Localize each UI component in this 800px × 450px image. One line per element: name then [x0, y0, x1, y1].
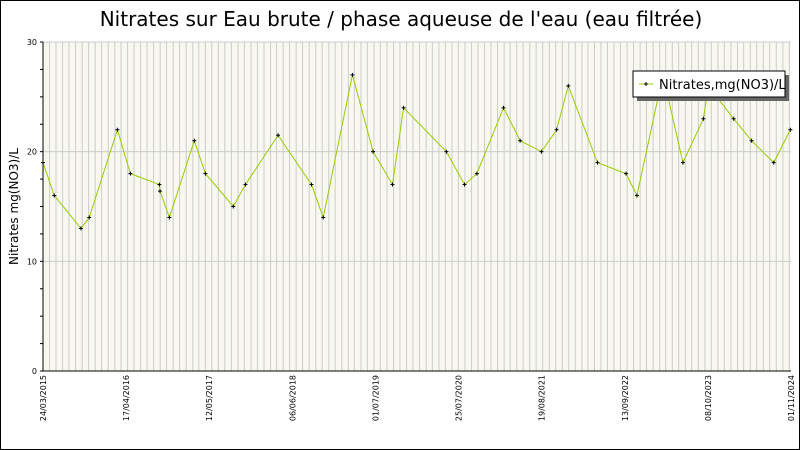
- data-point: [87, 215, 92, 220]
- data-point: [701, 116, 706, 121]
- data-point: [731, 116, 736, 121]
- y-tick-label: 30: [27, 38, 37, 47]
- chart-title: Nitrates sur Eau brute / phase aqueuse d…: [99, 7, 703, 31]
- data-point: [371, 149, 376, 154]
- data-point: [788, 127, 793, 132]
- data-point: [321, 215, 326, 220]
- x-tick-label: 01/11/2024: [787, 375, 796, 421]
- data-point: [554, 127, 559, 132]
- data-point: [350, 72, 355, 77]
- x-tick-label: 01/07/2019: [371, 375, 380, 421]
- data-point: [192, 138, 197, 143]
- legend-box: [632, 70, 786, 98]
- y-axis-label: Nitrates mg(NO3)/L: [7, 148, 21, 265]
- data-point: [595, 160, 600, 165]
- x-tick-label: 25/07/2020: [455, 375, 464, 421]
- x-tick-label: 12/05/2017: [205, 375, 214, 421]
- y-tick-label: 10: [27, 257, 37, 266]
- data-point: [634, 193, 639, 198]
- data-point: [501, 105, 506, 110]
- data-point: [749, 138, 754, 143]
- x-tick-label: 06/06/2018: [288, 375, 297, 421]
- y-tick-label: 0: [32, 367, 37, 376]
- x-tick-label: 24/03/2015: [39, 375, 48, 421]
- data-point: [157, 182, 162, 187]
- data-point: [157, 189, 162, 194]
- data-point: [771, 160, 776, 165]
- data-point: [462, 182, 467, 187]
- legend-label: Nitrates,mg(NO3)/L: [659, 78, 786, 93]
- data-point: [52, 193, 57, 198]
- data-point: [78, 226, 83, 231]
- data-point: [243, 182, 248, 187]
- x-tick-label: 19/08/2021: [538, 375, 547, 421]
- data-point: [474, 171, 479, 176]
- y-tick-label: 20: [27, 148, 37, 157]
- x-tick-label: 08/10/2023: [704, 375, 713, 421]
- data-point: [41, 160, 45, 165]
- x-tick-label: 13/09/2022: [621, 375, 630, 421]
- data-point: [566, 83, 571, 88]
- data-point: [624, 171, 629, 176]
- data-point: [276, 133, 281, 138]
- legend: Nitrates,mg(NO3)/L: [632, 70, 789, 101]
- data-point: [231, 204, 236, 209]
- data-point: [680, 160, 685, 165]
- data-point: [518, 138, 523, 143]
- data-point: [167, 215, 172, 220]
- data-point: [203, 171, 208, 176]
- data-point: [128, 171, 133, 176]
- data-point: [444, 149, 449, 154]
- data-point: [390, 182, 395, 187]
- x-tick-label: 17/04/2016: [122, 375, 131, 421]
- data-point: [309, 182, 314, 187]
- data-point: [115, 127, 120, 132]
- data-point: [539, 149, 544, 154]
- data-point: [401, 105, 406, 110]
